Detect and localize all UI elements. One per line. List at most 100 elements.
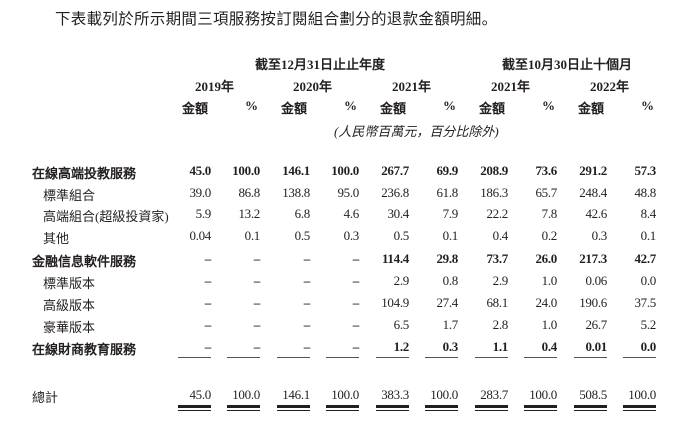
table-cell: –: [253, 339, 261, 354]
table-cell: 61.8: [436, 185, 458, 200]
total-cell: 100.0: [232, 387, 260, 402]
row-label: 金融信息軟件服務: [32, 254, 137, 269]
total-cell: 383.3: [381, 387, 409, 402]
table-cell: 0.04: [189, 228, 211, 243]
table-cell: 248.4: [579, 185, 607, 200]
table-cell: 65.7: [535, 185, 557, 200]
table-cell: 0.8: [442, 273, 459, 288]
table-cell: –: [204, 339, 212, 354]
table-cell: 27.4: [436, 295, 458, 310]
total-cell: 100.0: [529, 387, 557, 402]
table-cell: 0.01: [585, 339, 607, 354]
table-cell: 7.8: [541, 206, 558, 221]
table-cell: –: [303, 295, 311, 310]
col-amount: 金額: [182, 101, 209, 116]
table-cell: –: [352, 339, 360, 354]
table-cell: –: [352, 295, 360, 310]
table-cell: 37.5: [634, 295, 656, 310]
table-cell: 104.9: [381, 295, 409, 310]
subtotal-underline: [326, 357, 359, 358]
table-cell: 217.3: [579, 251, 607, 266]
subtotal-underline: [574, 357, 607, 358]
subtotal-underline: [227, 357, 260, 358]
table-cell: –: [253, 295, 261, 310]
table-cell: 2.9: [393, 273, 410, 288]
table-cell: 0.1: [244, 228, 261, 243]
row-label: 高級版本: [43, 298, 96, 313]
table-cell: 1.1: [492, 339, 509, 354]
table-cell: 5.2: [640, 317, 657, 332]
table-cell: 208.9: [480, 163, 508, 178]
table-cell: 86.8: [238, 185, 260, 200]
table-cell: 0.3: [591, 228, 608, 243]
col-pct: %: [641, 98, 654, 113]
row-label: 其他: [43, 231, 70, 246]
table-cell: –: [253, 317, 261, 332]
table-cell: 1.0: [541, 317, 558, 332]
table-cell: 100.0: [232, 163, 260, 178]
table-cell: 24.0: [535, 295, 557, 310]
table-cell: 1.7: [442, 317, 459, 332]
table-cell: 146.1: [282, 163, 310, 178]
table-cell: 5.9: [195, 206, 212, 221]
subtotal-underline: [277, 357, 310, 358]
subtotal-underline: [425, 357, 458, 358]
table-cell: 0.0: [640, 339, 657, 354]
table-cell: 0.3: [343, 228, 360, 243]
table-cell: 0.4: [492, 228, 509, 243]
table-cell: 0.1: [442, 228, 459, 243]
table-cell: 1.2: [393, 339, 410, 354]
year-header-2020: 2020年: [293, 79, 333, 94]
table-cell: 0.2: [541, 228, 558, 243]
table-cell: 57.3: [634, 163, 656, 178]
row-label: 豪華版本: [43, 320, 96, 335]
year-header-2021-ten: 2021年: [491, 79, 531, 94]
table-cell: 22.2: [486, 206, 508, 221]
table-cell: 0.3: [442, 339, 459, 354]
unit-note: (人民幣百萬元，百分比除外): [334, 124, 499, 139]
total-cell: 45.0: [189, 387, 211, 402]
subtotal-underline: [376, 357, 409, 358]
col-amount: 金額: [281, 101, 308, 116]
table-cell: 39.0: [189, 185, 211, 200]
table-cell: 8.4: [640, 206, 657, 221]
total-double-underline: [574, 405, 607, 411]
table-cell: –: [204, 273, 212, 288]
table-cell: 95.0: [337, 185, 359, 200]
table-cell: 138.8: [282, 185, 310, 200]
table-cell: –: [204, 317, 212, 332]
table-row: 豪華版本 – – – – 6.5 1.7 2.8 1.0 26.7 5.2: [0, 317, 700, 337]
subtotal-underline: [623, 357, 656, 358]
table-row: 高端組合(超級投資家) 5.9 13.2 6.8 4.6 30.4 7.9 22.2 7.8 42…: [0, 206, 700, 226]
table-cell: 4.6: [343, 206, 360, 221]
total-cell: 100.0: [331, 387, 359, 402]
table-cell: 42.7: [634, 251, 656, 266]
table-cell: 291.2: [579, 163, 607, 178]
table-row: 高級版本 – – – – 104.9 27.4 68.1 24.0 190.6 37.5: [0, 295, 700, 315]
total-double-underline: [277, 405, 310, 411]
total-double-underline: [475, 405, 508, 411]
table-cell: –: [303, 251, 311, 266]
table-cell: 68.1: [486, 295, 508, 310]
row-label: 在線高端投教服務: [32, 166, 137, 181]
total-row: 總計 45.0 100.0 146.1 100.0 383.3 100.0 283.7 100.…: [0, 387, 700, 407]
table-cell: 6.5: [393, 317, 410, 332]
table-cell: 26.0: [535, 251, 557, 266]
table-cell: 6.8: [294, 206, 311, 221]
total-cell: 146.1: [282, 387, 310, 402]
table-row: 在線財商教育服務 – – – – 1.2 0.3 1.1 0.4 0.01 0.0: [0, 339, 700, 359]
year-header-2022: 2022年: [590, 79, 630, 94]
table-cell: –: [303, 317, 311, 332]
table-cell: 45.0: [189, 163, 211, 178]
table-cell: 26.7: [585, 317, 607, 332]
row-label: 在線財商教育服務: [32, 342, 137, 357]
table-cell: –: [352, 251, 360, 266]
table-cell: 190.6: [579, 295, 607, 310]
table-cell: 7.9: [442, 206, 459, 221]
group-header-full-year: 截至12月31日止止年度: [255, 57, 386, 72]
table-cell: 2.8: [492, 317, 509, 332]
table-cell: –: [352, 273, 360, 288]
total-double-underline: [425, 405, 458, 411]
table-cell: –: [253, 251, 261, 266]
total-double-underline: [623, 405, 656, 411]
